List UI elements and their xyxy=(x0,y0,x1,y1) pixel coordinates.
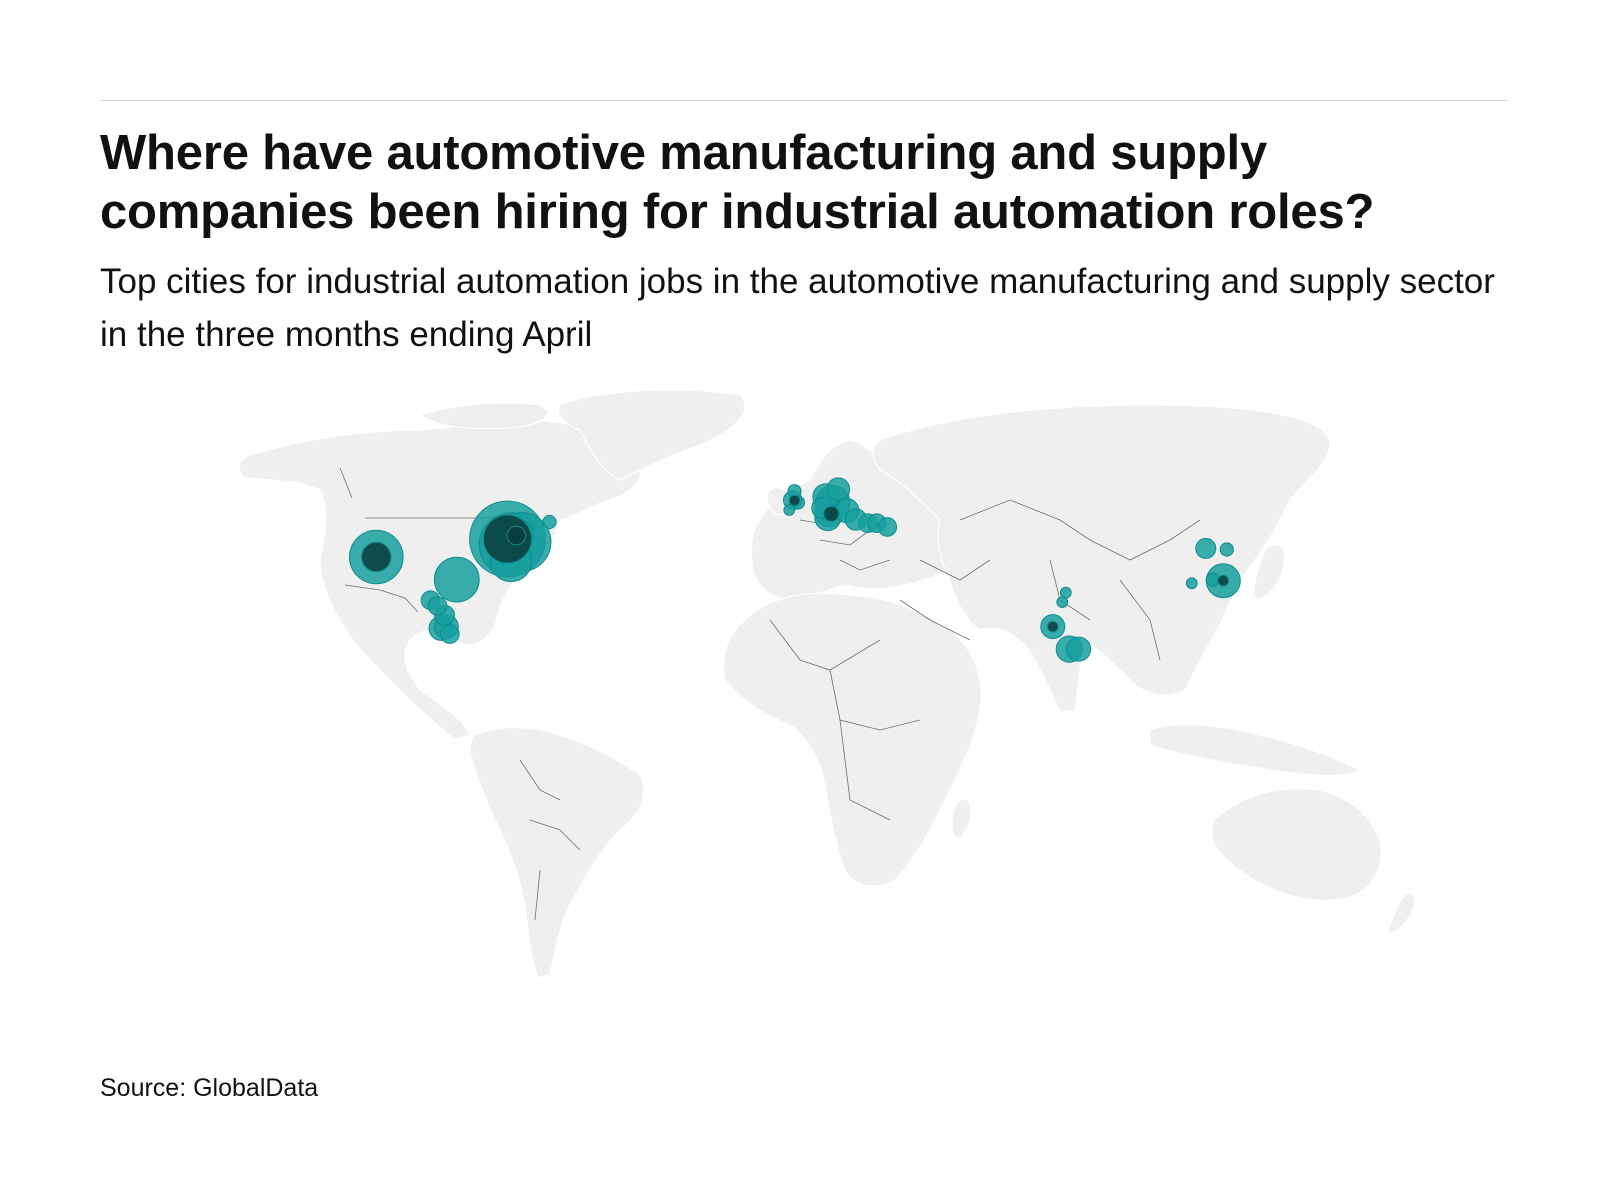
south-america-landmass xyxy=(469,726,645,979)
source-note: Source: GlobalData xyxy=(100,1074,319,1102)
city-bubble-asia xyxy=(1205,572,1220,587)
greenland-landmass xyxy=(558,389,746,481)
japan-landmass xyxy=(1253,544,1286,601)
city-bubble-north-america xyxy=(542,514,557,530)
us-mexico-border xyxy=(344,584,419,613)
world-map xyxy=(0,380,1600,1020)
landmass-layer xyxy=(238,389,1416,979)
top-rule xyxy=(100,100,1508,101)
overlap-core xyxy=(1046,620,1059,633)
new-zealand-landmass xyxy=(1387,892,1416,934)
chart-subtitle: Top cities for industrial automation job… xyxy=(100,262,1495,354)
bubble-layer xyxy=(349,477,1241,663)
maritime-asia-landmass xyxy=(1149,723,1362,777)
arctic-islands-landmass xyxy=(418,402,549,430)
city-bubble-north-america xyxy=(427,596,448,616)
city-bubble-asia xyxy=(1185,577,1198,590)
city-bubble-north-america xyxy=(440,624,460,644)
city-bubble-asia xyxy=(1059,586,1072,599)
alaska-border xyxy=(339,467,353,499)
overlap-core xyxy=(823,505,840,522)
city-bubble-asia xyxy=(1066,636,1092,662)
africa-borders xyxy=(769,619,921,821)
overlap-core xyxy=(506,525,527,546)
chart-title: Where have automotive manufacturing and … xyxy=(100,126,1375,239)
city-bubble-asia xyxy=(1195,537,1217,559)
city-bubble-north-america xyxy=(433,556,480,603)
overlap-core xyxy=(1217,574,1230,587)
city-bubble-europe xyxy=(826,477,851,502)
overlap-core xyxy=(361,541,392,573)
city-bubble-europe xyxy=(783,504,796,516)
middle-east-borders xyxy=(899,559,991,641)
africa-landmass xyxy=(722,592,982,887)
city-bubble-asia xyxy=(1219,542,1234,557)
city-bubble-europe xyxy=(877,517,898,537)
madagascar-landmass xyxy=(951,798,972,839)
map-canvas xyxy=(238,389,1416,979)
overlap-core xyxy=(788,494,801,507)
south-america-borders xyxy=(519,759,581,921)
australia-landmass xyxy=(1211,788,1382,902)
